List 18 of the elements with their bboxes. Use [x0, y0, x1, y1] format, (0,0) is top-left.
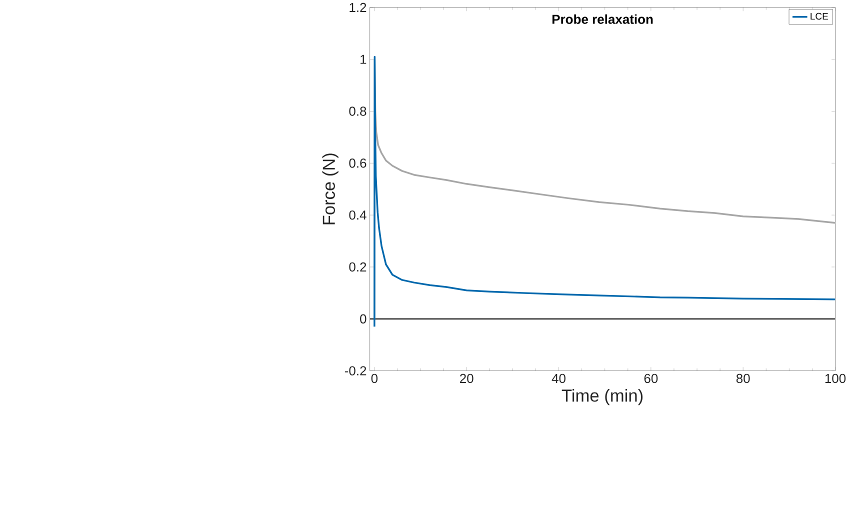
x-tick-label: 80: [736, 374, 750, 384]
y-tick-label: 0.6: [349, 158, 366, 168]
y-tick-label: 1: [360, 55, 366, 64]
y-tick-label: 0: [360, 314, 366, 324]
x-tick-label: 60: [644, 374, 658, 384]
y-tick-label: 0.8: [349, 106, 366, 116]
y-tick-label: 0.2: [349, 262, 366, 272]
y-axis-title: Force (N): [322, 154, 338, 224]
y-tick-label: 0.4: [349, 210, 366, 220]
x-tick-label: 100: [825, 374, 846, 384]
y-tick-label: 1.2: [350, 3, 366, 12]
legend-label: LCE: [810, 13, 828, 20]
x-tick-label: 0: [371, 374, 378, 384]
chart-title: Probe relaxation: [552, 14, 653, 24]
x-tick-label: 40: [552, 374, 566, 384]
y-tick-label: -0.2: [344, 366, 366, 376]
x-axis-title: Time (min): [562, 389, 643, 406]
x-tick-label: 20: [460, 374, 474, 384]
